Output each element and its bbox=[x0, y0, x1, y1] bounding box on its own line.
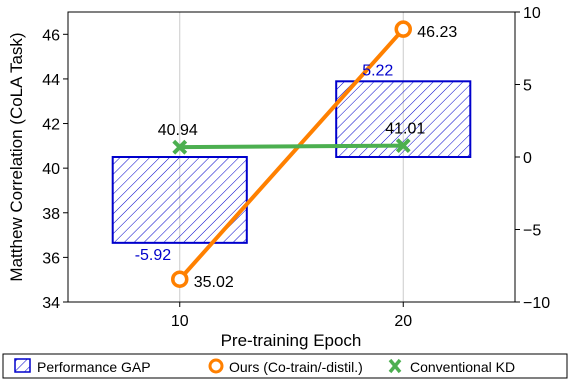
axes: 10 20 34 36 38 40 42 44 46 −10 −5 0 5 10 bbox=[42, 5, 550, 330]
x-tick-label: 20 bbox=[394, 313, 412, 330]
ours-value-label: 35.02 bbox=[194, 274, 234, 291]
legend-label-performance-gap: Performance GAP bbox=[37, 359, 151, 375]
y2-tick-label: 10 bbox=[523, 5, 541, 22]
y2-tick-label: −10 bbox=[523, 295, 550, 312]
conventional-kd-line bbox=[177, 143, 406, 150]
y-tick-label: 42 bbox=[42, 117, 60, 134]
legend-frame bbox=[2, 353, 568, 379]
y-tick-label: 46 bbox=[42, 27, 60, 44]
conventional-kd-value-label: 41.01 bbox=[385, 121, 425, 138]
legend-marker-ours bbox=[208, 358, 224, 374]
legend-label-ours: Ours (Co-train/-distil.) bbox=[229, 359, 363, 375]
gap-bar bbox=[111, 156, 248, 244]
marker-stroke bbox=[395, 138, 411, 154]
lines bbox=[177, 27, 406, 282]
markers bbox=[171, 20, 412, 288]
y-tick-label: 38 bbox=[42, 206, 60, 223]
conventional-kd-marker bbox=[172, 139, 188, 155]
legend-marker-conventional-kd bbox=[388, 358, 402, 374]
gap-bar-label: -5.92 bbox=[135, 247, 172, 264]
legend: Performance GAP Ours (Co-train/-distil.)… bbox=[2, 353, 568, 379]
x-tick-label: 10 bbox=[171, 313, 189, 330]
legend-label-conventional-kd: Conventional KD bbox=[410, 359, 515, 375]
y2-tick-label: 0 bbox=[523, 150, 532, 167]
legend-swatch-performance-gap bbox=[14, 358, 31, 373]
ours-line bbox=[177, 27, 406, 282]
y2-tick-label: 5 bbox=[523, 78, 532, 95]
ours-value-label: 46.23 bbox=[417, 24, 457, 41]
y-tick-label: 44 bbox=[42, 72, 60, 89]
ours-marker bbox=[394, 20, 412, 38]
y-tick-label: 40 bbox=[42, 161, 60, 178]
y-axis-title: Matthew Correlation (CoLA Task) bbox=[7, 32, 26, 281]
marker-stroke bbox=[172, 139, 188, 155]
y2-tick-label: −5 bbox=[523, 223, 541, 240]
gap-bar-label: 5.22 bbox=[362, 62, 393, 79]
y-tick-label: 34 bbox=[42, 295, 60, 312]
x-axis-title: Pre-training Epoch bbox=[221, 331, 362, 350]
conventional-kd-value-label: 40.94 bbox=[158, 122, 198, 139]
conventional-kd-marker bbox=[395, 138, 411, 154]
ours-marker bbox=[171, 270, 189, 288]
y-tick-label: 36 bbox=[42, 250, 60, 267]
data-labels: -5.92 5.22 35.02 46.23 40.94 41.01 bbox=[135, 24, 458, 291]
bars bbox=[111, 80, 472, 244]
